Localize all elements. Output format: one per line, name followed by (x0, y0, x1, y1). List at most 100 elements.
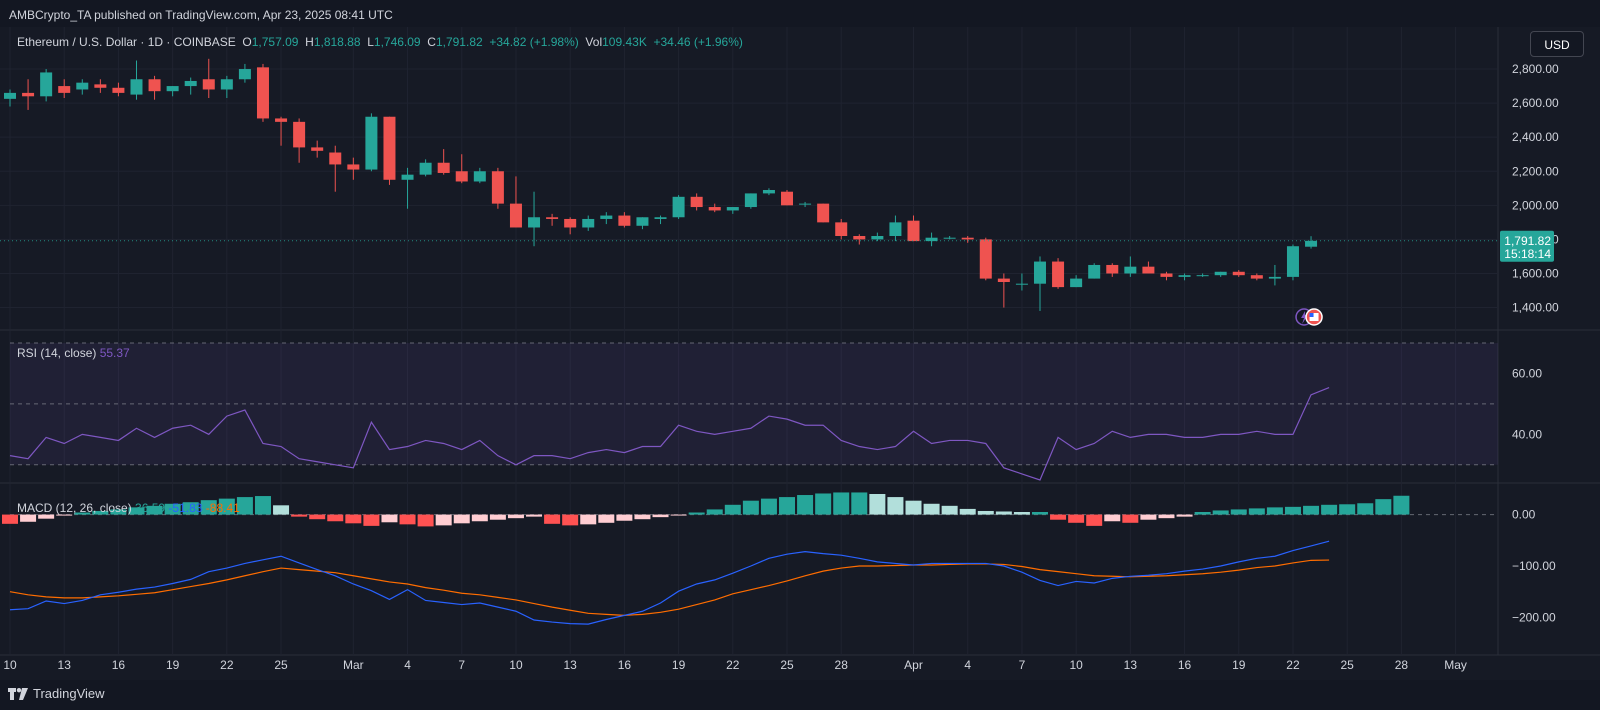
candle-body (4, 92, 16, 99)
candle-body (1268, 276, 1281, 279)
candle-body (1250, 275, 1263, 279)
x-tick-label: Mar (343, 658, 364, 672)
macd-histogram-bar (779, 497, 796, 515)
candle-body (1142, 266, 1155, 274)
macd-histogram-bar (38, 514, 55, 519)
x-tick-label: 25 (780, 658, 794, 672)
candle-body (835, 222, 848, 236)
close-label: C (427, 35, 436, 49)
macd-histogram-bar (1013, 512, 1030, 515)
rsi-tick-label: 60.00 (1512, 366, 1542, 380)
macd-histogram-bar (1050, 514, 1067, 520)
macd-histogram-bar (1230, 509, 1247, 515)
candle-body (726, 207, 739, 211)
candle-body (997, 278, 1010, 282)
price-tick-label: 2,200.00 (1512, 164, 1559, 178)
volume-value: 109.43K (602, 35, 647, 49)
x-tick-label: 7 (458, 658, 465, 672)
macd-histogram-bar (1375, 499, 1392, 515)
high-label: H (305, 35, 314, 49)
candle-body (979, 239, 992, 279)
x-tick-label: 13 (58, 658, 72, 672)
candle-body (148, 79, 161, 92)
x-tick-label: 10 (3, 658, 17, 672)
candle-body (1305, 240, 1318, 247)
price-tick-label: 2,000.00 (1512, 198, 1559, 212)
candle-body (943, 237, 956, 239)
macd-histogram-bar (562, 514, 579, 526)
price-tick-label: 1,600.00 (1512, 266, 1559, 280)
macd-histogram-bar (959, 508, 976, 515)
currency-button[interactable]: USD (1530, 31, 1584, 57)
macd-histogram-bar (399, 514, 416, 525)
candle-body (781, 191, 794, 206)
macd-histogram-bar (724, 504, 741, 515)
candle-body (202, 79, 215, 90)
macd-histogram-bar (363, 514, 380, 526)
x-tick-label: 19 (166, 658, 180, 672)
candle-body (347, 164, 360, 170)
x-tick-label: 19 (672, 658, 686, 672)
candle-body (564, 218, 577, 228)
publisher-caption: AMBCrypto_TA published on TradingView.co… (9, 8, 393, 22)
last-price-label: 1,791.82 (1504, 234, 1551, 248)
tradingview-logo[interactable]: TradingView (8, 686, 105, 701)
macd-histogram-bar (1158, 514, 1175, 519)
price-tick-label: 2,400.00 (1512, 130, 1559, 144)
candle-body (817, 203, 830, 223)
candle-body (293, 121, 306, 148)
macd-histogram-bar (1339, 504, 1356, 515)
candle-body (889, 222, 902, 236)
macd-histogram-bar (544, 514, 561, 524)
macd-histogram-bar (742, 500, 759, 515)
price-tick-label: 1,400.00 (1512, 301, 1559, 315)
candle-body (40, 72, 53, 97)
candle-body (1070, 278, 1083, 288)
macd-histogram-bar (526, 514, 543, 517)
x-tick-label: 22 (1286, 658, 1300, 672)
candle-body (437, 162, 450, 173)
open-label: O (242, 35, 252, 49)
candle-body (256, 67, 269, 119)
price-tick-label: 2,800.00 (1512, 62, 1559, 76)
candle-body (1160, 273, 1173, 277)
tradingview-brand-text: TradingView (33, 686, 105, 701)
candle-body (238, 69, 251, 80)
x-tick-label: 7 (1019, 658, 1026, 672)
macd-histogram-bar (995, 511, 1012, 515)
macd-histogram-bar (905, 500, 922, 515)
macd-histogram-bar (309, 514, 326, 520)
candle-body (166, 86, 179, 92)
x-tick-label: 25 (1341, 658, 1355, 672)
macd-tick-label: −200.00 (1512, 610, 1556, 624)
open-value: 1,757.09 (251, 35, 299, 49)
price-change: +34.82 (+1.98%) (489, 35, 579, 49)
candle-body (961, 237, 974, 240)
candle-body (636, 217, 649, 226)
macd-histogram-bar (417, 514, 434, 527)
macd-histogram-bar (598, 514, 615, 523)
candle-body (799, 203, 812, 205)
x-tick-label: 28 (1395, 658, 1409, 672)
candle-body (1178, 275, 1191, 277)
candle-body (130, 79, 143, 95)
macd-histogram-bar (435, 514, 452, 526)
rsi-value: 55.37 (99, 346, 130, 360)
x-tick-label: 22 (220, 658, 234, 672)
macd-title: MACD (12, 26, close) (17, 501, 132, 515)
macd-histogram-bar (1303, 505, 1320, 515)
candle-body (853, 236, 866, 240)
candle-body (509, 203, 522, 228)
candle-body (600, 215, 613, 219)
chart-canvas[interactable]: 10 13 16 19 22 25 Mar 4 7 10 13 16 19 22 25 28 Apr 4 7 10 13… (0, 0, 1600, 683)
macd-histogram-bar (200, 500, 217, 515)
candle-body (708, 207, 721, 211)
macd-legend: MACD (12, 26, close) 36.59 -51.83 -88.41 (17, 501, 240, 515)
x-tick-label: 10 (509, 658, 523, 672)
macd-histogram-bar (291, 514, 308, 517)
macd-histogram-bar (652, 514, 669, 518)
high-value: 1,818.88 (313, 35, 361, 49)
macd-histogram-bar (507, 514, 524, 519)
macd-histogram-bar (869, 494, 886, 515)
macd-histogram-bar (56, 514, 73, 516)
